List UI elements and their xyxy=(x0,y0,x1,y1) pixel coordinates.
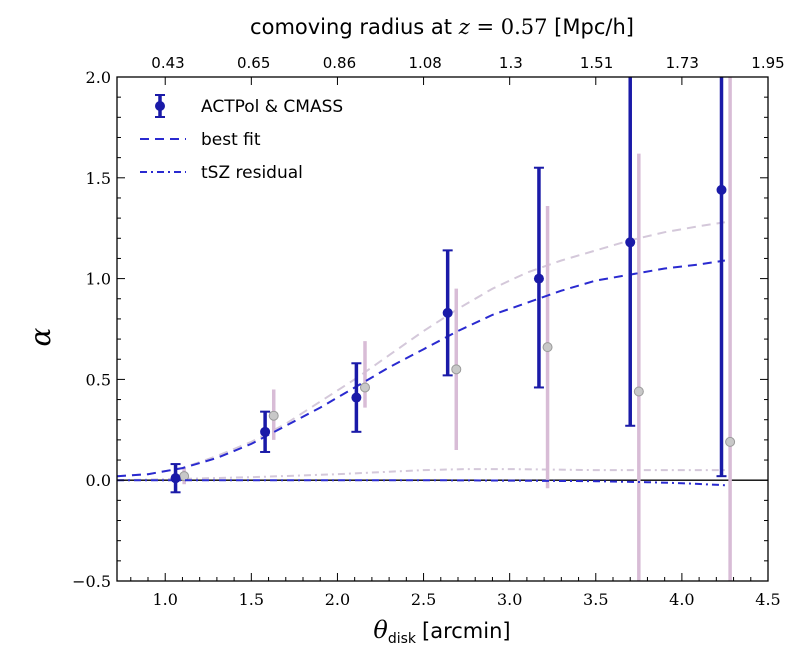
x-tick-label: 4.5 xyxy=(755,590,780,609)
faded-data-point xyxy=(725,436,736,447)
y-tick-label: −0.5 xyxy=(72,572,111,591)
legend-label: best fit xyxy=(201,130,261,150)
x-tick-label: 2.0 xyxy=(325,590,350,609)
x-tick-label: 1.0 xyxy=(152,590,177,609)
x-axis-title: θdisk [arcmin] xyxy=(373,616,510,647)
faded-data-point xyxy=(451,364,462,375)
x-tick-label: 3.5 xyxy=(583,590,608,609)
faded-data-point xyxy=(268,410,279,421)
tsz-residual-line xyxy=(117,479,725,487)
x-tick-label: 4.0 xyxy=(669,590,694,609)
y-axis-title: α xyxy=(24,327,57,346)
top-tick-label: 1.51 xyxy=(580,54,613,72)
data-point xyxy=(533,273,544,284)
x-tick-label: 3.0 xyxy=(497,590,522,609)
x-tick-label: 2.5 xyxy=(411,590,436,609)
plot-area xyxy=(117,77,768,581)
y-tick-label: 1.0 xyxy=(86,270,111,289)
top-tick-label: 0.43 xyxy=(151,54,184,72)
top-tick-label: 0.86 xyxy=(323,54,356,72)
top-axis-title: comoving radius at z = 0.57 [Mpc/h] xyxy=(250,15,634,39)
y-tick-label: 0.5 xyxy=(86,370,111,389)
y-tick-label: 2.0 xyxy=(86,68,111,87)
data-point xyxy=(260,426,271,437)
faded-data-point xyxy=(633,386,644,397)
legend-point-icon xyxy=(155,101,165,111)
plot-frame xyxy=(116,76,769,582)
y-tick-label: 1.5 xyxy=(86,169,111,188)
faded-data-point xyxy=(542,342,553,353)
top-tick-label: 1.08 xyxy=(408,54,441,72)
faded-fit-line xyxy=(117,221,726,478)
best-fit-line xyxy=(117,259,726,478)
faded-fit-line xyxy=(117,468,725,482)
top-tick-label: 0.65 xyxy=(237,54,270,72)
x-tick-label: 1.5 xyxy=(239,590,264,609)
data-point xyxy=(625,237,636,248)
data-point xyxy=(442,307,453,318)
top-tick-label: 1.73 xyxy=(666,54,699,72)
legend-label: ACTPol & CMASS xyxy=(201,97,343,117)
data-point xyxy=(351,392,362,403)
faded-data-point xyxy=(360,382,370,393)
top-tick-label: 1.3 xyxy=(499,54,523,72)
data-point xyxy=(716,184,727,195)
legend-label: tSZ residual xyxy=(201,163,303,183)
data-point xyxy=(170,473,181,484)
top-tick-label: 1.95 xyxy=(751,54,784,72)
y-tick-label: 0.0 xyxy=(86,471,111,490)
